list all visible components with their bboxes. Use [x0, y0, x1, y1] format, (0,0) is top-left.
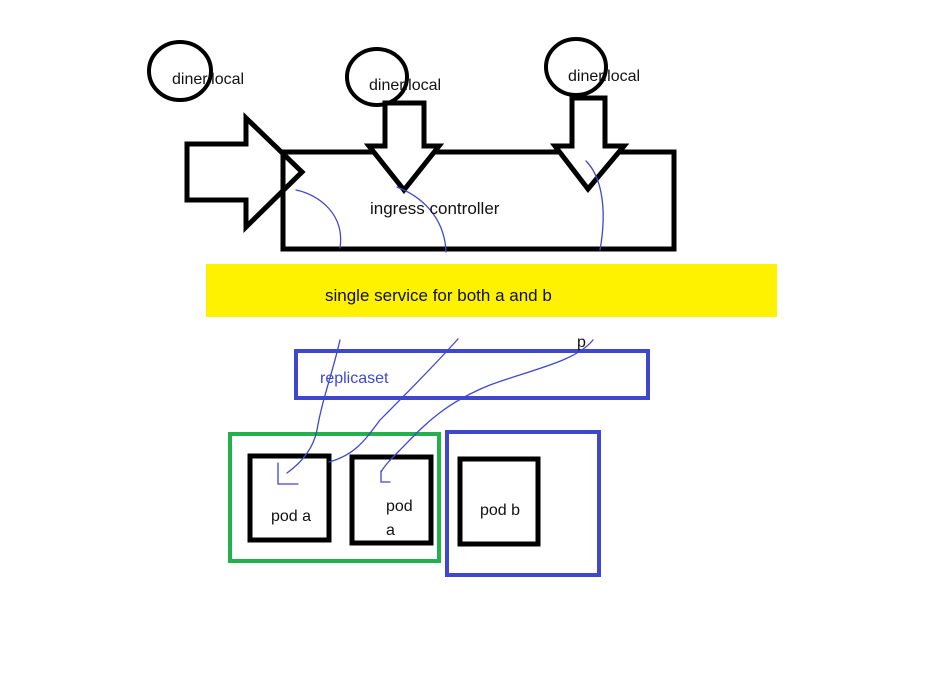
ingress-controller-box [280, 149, 677, 252]
host-label-2: diner.local [369, 77, 442, 94]
replicaset-box [294, 349, 650, 400]
host-label-3: diner.local [568, 68, 641, 85]
host-circle-1 [147, 40, 213, 102]
host-circle-2 [345, 47, 409, 107]
incoming-arrow [184, 112, 306, 233]
pod-a-label-1: pod a [271, 508, 312, 525]
service-label: single service for both a and b [325, 286, 552, 305]
host-label-1: diner.local [172, 71, 245, 88]
ingress-controller-label: ingress controller [370, 199, 500, 218]
connector-line-6 [380, 339, 594, 473]
pod-b-group-box [445, 430, 601, 577]
connector-line-5 [328, 338, 459, 463]
pod-a-arrow-tick-2 [380, 470, 391, 483]
replicaset-stray-mark: p [577, 334, 586, 351]
replicaset-label: replicaset [320, 370, 389, 387]
connector-line-4 [286, 339, 341, 474]
pod-b-box [457, 456, 541, 547]
pod-a-label-2: pod a [386, 498, 413, 539]
down-arrow-2 [549, 95, 630, 193]
connector-line-2 [396, 186, 447, 253]
host-circle-3 [544, 37, 608, 97]
connector-line-1 [295, 189, 342, 249]
down-arrow-1 [363, 100, 445, 195]
pod-a-group-box [228, 432, 441, 563]
pod-b-label: pod b [480, 502, 521, 519]
service-bar [206, 264, 777, 317]
pod-a-box-1 [247, 453, 332, 543]
pod-a-arrow-tick-1 [277, 462, 299, 485]
pod-a-box-2 [349, 454, 434, 546]
connector-line-3 [585, 160, 604, 251]
